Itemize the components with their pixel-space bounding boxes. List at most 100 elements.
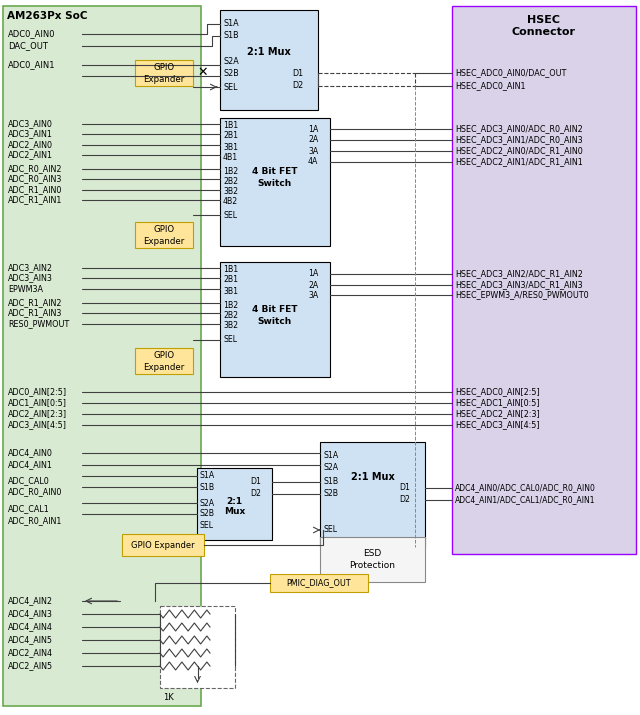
Bar (197, 468, 272, 540)
Text: GPIO: GPIO (154, 352, 175, 360)
Bar (220, 118, 330, 246)
Text: 3B2: 3B2 (223, 187, 238, 197)
Text: HSEC_ADC2_AIN[2:3]: HSEC_ADC2_AIN[2:3] (455, 410, 540, 418)
Bar (270, 574, 368, 592)
Text: D2: D2 (292, 82, 303, 91)
Text: S2B: S2B (224, 69, 240, 79)
Text: 1B1: 1B1 (223, 122, 238, 131)
Text: 1B2: 1B2 (223, 300, 238, 310)
Text: ADC2_AIN1: ADC2_AIN1 (8, 150, 53, 159)
Text: HSEC_ADC3_AIN2/ADC_R1_AIN2: HSEC_ADC3_AIN2/ADC_R1_AIN2 (455, 270, 583, 279)
Text: 1B1: 1B1 (223, 265, 238, 275)
Text: ADC_R1_AIN0: ADC_R1_AIN0 (8, 185, 62, 194)
Text: Expander: Expander (143, 363, 184, 372)
Bar (320, 442, 425, 547)
Text: ADC_R1_AIN3: ADC_R1_AIN3 (8, 308, 62, 317)
Text: 2:1: 2:1 (227, 496, 243, 506)
Text: 2B2: 2B2 (223, 177, 238, 185)
Text: ADC3_AIN0: ADC3_AIN0 (8, 119, 53, 129)
Text: SEL: SEL (200, 521, 214, 531)
Text: 2A: 2A (308, 280, 318, 290)
Text: GPIO: GPIO (154, 64, 175, 72)
Text: EPWM3A: EPWM3A (8, 285, 43, 293)
Text: ADC1_AIN[0:5]: ADC1_AIN[0:5] (8, 398, 67, 408)
Text: 4A: 4A (308, 157, 318, 167)
Text: 3B2: 3B2 (223, 322, 238, 330)
Bar (135, 222, 193, 248)
Text: HSEC_EPWM3_A/RES0_PWMOUT0: HSEC_EPWM3_A/RES0_PWMOUT0 (455, 290, 589, 300)
Text: 3A: 3A (308, 290, 318, 300)
Text: 2:1 Mux: 2:1 Mux (351, 472, 394, 482)
Text: S1B: S1B (200, 483, 215, 491)
Text: ADC4_AIN4: ADC4_AIN4 (8, 623, 53, 631)
Text: SEL: SEL (323, 526, 337, 535)
Text: ADC0_AIN1: ADC0_AIN1 (8, 61, 56, 69)
Text: ADC2_AIN[2:3]: ADC2_AIN[2:3] (8, 410, 67, 418)
Text: S2A: S2A (323, 463, 338, 471)
Bar (160, 606, 235, 688)
Text: S1A: S1A (200, 471, 215, 480)
Text: 1K: 1K (163, 694, 173, 703)
Text: 2B1: 2B1 (223, 275, 238, 285)
Text: Expander: Expander (143, 237, 184, 245)
Text: S2B: S2B (323, 490, 338, 498)
Text: GPIO: GPIO (154, 225, 175, 235)
Text: GPIO Expander: GPIO Expander (131, 541, 195, 550)
Bar (135, 348, 193, 374)
Text: ADC4_AIN0/ADC_CAL0/ADC_R0_AIN0: ADC4_AIN0/ADC_CAL0/ADC_R0_AIN0 (455, 483, 596, 493)
Text: Switch: Switch (258, 317, 292, 327)
Text: D1: D1 (292, 69, 303, 77)
Text: ADC_R1_AIN1: ADC_R1_AIN1 (8, 195, 62, 204)
Text: 2B2: 2B2 (223, 310, 238, 320)
Text: ADC0_AIN[2:5]: ADC0_AIN[2:5] (8, 388, 67, 397)
Text: ADC_CAL1: ADC_CAL1 (8, 505, 50, 513)
Text: HSEC_ADC0_AIN0/DAC_OUT: HSEC_ADC0_AIN0/DAC_OUT (455, 69, 566, 77)
Text: 3B1: 3B1 (223, 142, 238, 152)
Text: 4B2: 4B2 (223, 197, 238, 207)
Text: Mux: Mux (224, 508, 245, 516)
Text: DAC_OUT: DAC_OUT (8, 41, 48, 51)
Text: Expander: Expander (143, 74, 184, 84)
Text: ADC_R0_AIN2: ADC_R0_AIN2 (8, 164, 63, 174)
Text: ADC4_AIN2: ADC4_AIN2 (8, 596, 53, 606)
Text: HSEC_ADC0_AIN1: HSEC_ADC0_AIN1 (455, 82, 525, 91)
Text: S2A: S2A (200, 498, 215, 508)
Bar (220, 10, 318, 110)
Text: D2: D2 (399, 495, 410, 505)
Text: ADC2_AIN0: ADC2_AIN0 (8, 141, 53, 149)
Text: 4B1: 4B1 (223, 152, 238, 162)
Text: RES0_PWMOUT: RES0_PWMOUT (8, 320, 69, 328)
Text: HSEC_ADC1_AIN[0:5]: HSEC_ADC1_AIN[0:5] (455, 398, 540, 408)
Text: 4 Bit FET: 4 Bit FET (252, 167, 298, 175)
Text: S1A: S1A (224, 19, 239, 29)
Text: ADC4_AIN3: ADC4_AIN3 (8, 609, 53, 618)
Text: HSEC_ADC2_AIN1/ADC_R1_AIN1: HSEC_ADC2_AIN1/ADC_R1_AIN1 (455, 157, 583, 167)
Text: HSEC_ADC3_AIN1/ADC_R0_AIN3: HSEC_ADC3_AIN1/ADC_R0_AIN3 (455, 136, 582, 144)
Text: ADC3_AIN2: ADC3_AIN2 (8, 264, 53, 272)
Text: ESD: ESD (363, 548, 381, 558)
Text: ADC_R0_AIN1: ADC_R0_AIN1 (8, 516, 62, 526)
Text: HSEC_ADC3_AIN3/ADC_R1_AIN3: HSEC_ADC3_AIN3/ADC_R1_AIN3 (455, 280, 582, 290)
Text: ✕: ✕ (198, 66, 208, 79)
Text: ADC3_AIN3: ADC3_AIN3 (8, 274, 53, 282)
Text: SEL: SEL (223, 210, 237, 220)
Text: ADC4_AIN5: ADC4_AIN5 (8, 636, 53, 644)
Text: AM263Px SoC: AM263Px SoC (7, 11, 88, 21)
Text: PMIC_DIAG_OUT: PMIC_DIAG_OUT (287, 578, 351, 588)
Text: D2: D2 (250, 490, 261, 498)
Text: S2A: S2A (224, 57, 240, 66)
Text: HSEC_ADC0_AIN[2:5]: HSEC_ADC0_AIN[2:5] (455, 388, 540, 397)
Bar (135, 60, 193, 86)
Text: SEL: SEL (223, 335, 237, 345)
Bar (3, 6, 201, 706)
Text: Connector: Connector (512, 27, 576, 37)
Text: ADC2_AIN4: ADC2_AIN4 (8, 649, 53, 658)
Text: 3B1: 3B1 (223, 287, 238, 295)
Text: ADC4_AIN0: ADC4_AIN0 (8, 448, 53, 458)
Text: ADC_R0_AIN0: ADC_R0_AIN0 (8, 488, 62, 496)
Text: 1B2: 1B2 (223, 167, 238, 175)
Text: 2B1: 2B1 (223, 132, 238, 141)
Text: ADC_R0_AIN3: ADC_R0_AIN3 (8, 174, 62, 184)
Text: S2B: S2B (200, 510, 215, 518)
Text: ADC_R1_AIN2: ADC_R1_AIN2 (8, 298, 63, 307)
